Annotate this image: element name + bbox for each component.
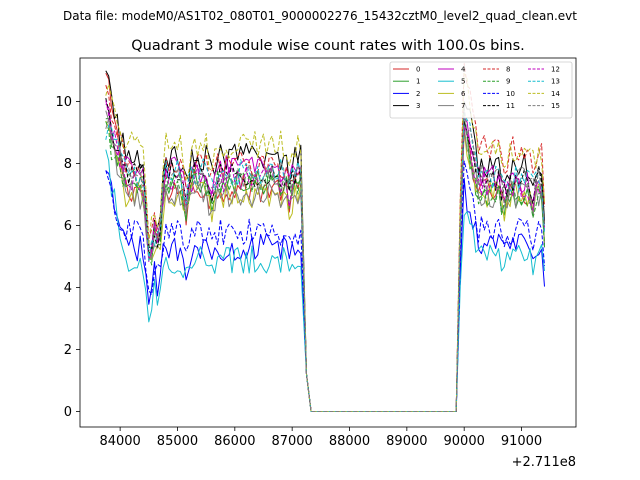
- series-line-11: [105, 97, 545, 412]
- y-tick-label: 6: [64, 219, 72, 234]
- series-line-7: [105, 110, 545, 412]
- series-line-15: [105, 105, 545, 412]
- legend-label: 7: [461, 102, 465, 110]
- x-tick-label: 86000: [214, 434, 255, 449]
- series-line-9: [105, 119, 545, 412]
- x-tick-label: 85000: [157, 434, 198, 449]
- series-line-5: [105, 149, 545, 412]
- legend-label: 1: [416, 78, 420, 86]
- y-tick-label: 10: [55, 95, 72, 110]
- legend-label: 0: [416, 66, 420, 74]
- legend-label: 10: [506, 90, 515, 98]
- legend-label: 4: [461, 66, 466, 74]
- series-line-13: [105, 113, 545, 412]
- y-tick-label: 0: [64, 405, 72, 420]
- plot-background: [80, 58, 576, 427]
- legend-label: 15: [551, 102, 560, 110]
- y-tick-label: 4: [64, 281, 72, 296]
- series-line-12: [105, 100, 545, 412]
- x-axis-offset-label: +2.711e8: [512, 455, 576, 470]
- x-tick-label: 91000: [501, 434, 542, 449]
- series-line-14: [105, 73, 545, 412]
- plot-area: [79, 57, 577, 428]
- legend-label: 5: [461, 78, 465, 86]
- legend-label: 2: [416, 90, 420, 98]
- chart-title: Quadrant 3 module wise count rates with …: [131, 38, 525, 54]
- x-tick-label: 84000: [99, 434, 140, 449]
- legend-box: [389, 61, 573, 119]
- x-axis: 84000 85000 86000 87000 88000 89000 90000 91000: [99, 427, 542, 449]
- legend-label: 3: [416, 102, 420, 110]
- legend-label: 13: [551, 78, 560, 86]
- legend-label: 14: [551, 90, 560, 98]
- series-line-10: [105, 160, 545, 412]
- plot-frame: [79, 57, 577, 428]
- legend-label: 9: [506, 78, 510, 86]
- figure-suptitle: Data file: modeM0/AS1T02_080T01_90000022…: [63, 9, 577, 23]
- legend-label: 12: [551, 66, 560, 74]
- legend-label: 6: [461, 90, 466, 98]
- series-layer: [105, 63, 545, 412]
- x-tick-label: 90000: [444, 434, 485, 449]
- y-axis: 0 2 4 6 8 10: [55, 95, 80, 420]
- x-tick-label: 89000: [386, 434, 427, 449]
- x-tick-label: 87000: [271, 434, 312, 449]
- series-line-2: [105, 170, 545, 412]
- x-tick-label: 88000: [329, 434, 370, 449]
- y-tick-label: 2: [64, 343, 72, 358]
- legend-label: 8: [506, 66, 510, 74]
- legend-label: 11: [506, 102, 515, 110]
- series-line-6: [105, 120, 545, 412]
- y-tick-label: 8: [64, 157, 72, 172]
